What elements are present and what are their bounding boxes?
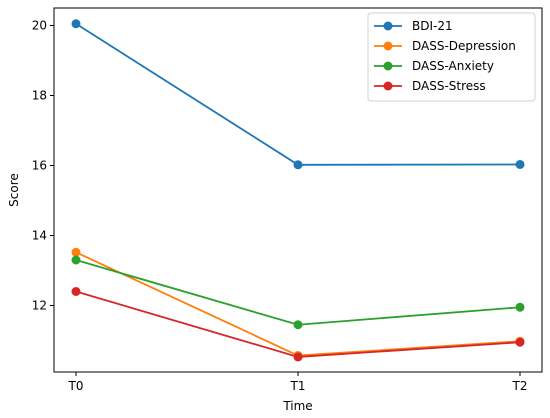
series-layer <box>71 19 525 362</box>
x-tick-label: T2 <box>512 379 528 393</box>
y-tick-label: 16 <box>32 159 47 173</box>
y-tick-label: 12 <box>32 299 47 313</box>
data-point <box>71 255 81 265</box>
y-tick-label: 18 <box>32 89 47 103</box>
y-axis: 12 14 16 18 20 <box>32 19 54 313</box>
data-point <box>71 19 81 29</box>
legend: BDI-21 DASS-Depression DASS-Anxiety DASS-St… <box>367 12 536 102</box>
data-point <box>71 247 81 257</box>
data-point <box>71 287 81 296</box>
legend-marker <box>383 61 393 71</box>
y-axis-label: Score <box>7 173 21 207</box>
legend-marker <box>383 41 393 51</box>
legend-label: DASS-Anxiety <box>412 59 494 73</box>
data-point <box>293 320 303 330</box>
x-tick-label: T0 <box>68 379 84 393</box>
y-tick-label: 20 <box>32 19 47 33</box>
x-axis-label: Time <box>282 399 312 413</box>
y-tick-label: 14 <box>32 229 47 243</box>
legend-marker <box>383 21 393 31</box>
data-point <box>515 337 525 347</box>
x-axis: T0 T1 T2 <box>68 372 528 393</box>
legend-label: BDI-21 <box>412 19 453 33</box>
data-point <box>293 160 303 170</box>
x-tick-label: T1 <box>290 379 306 393</box>
legend-box <box>367 12 536 102</box>
legend-marker <box>383 81 393 91</box>
legend-label: DASS-Stress <box>412 79 486 93</box>
legend-label: DASS-Depression <box>412 39 516 53</box>
data-point <box>515 159 525 169</box>
data-point <box>293 352 303 362</box>
data-point <box>515 302 525 312</box>
